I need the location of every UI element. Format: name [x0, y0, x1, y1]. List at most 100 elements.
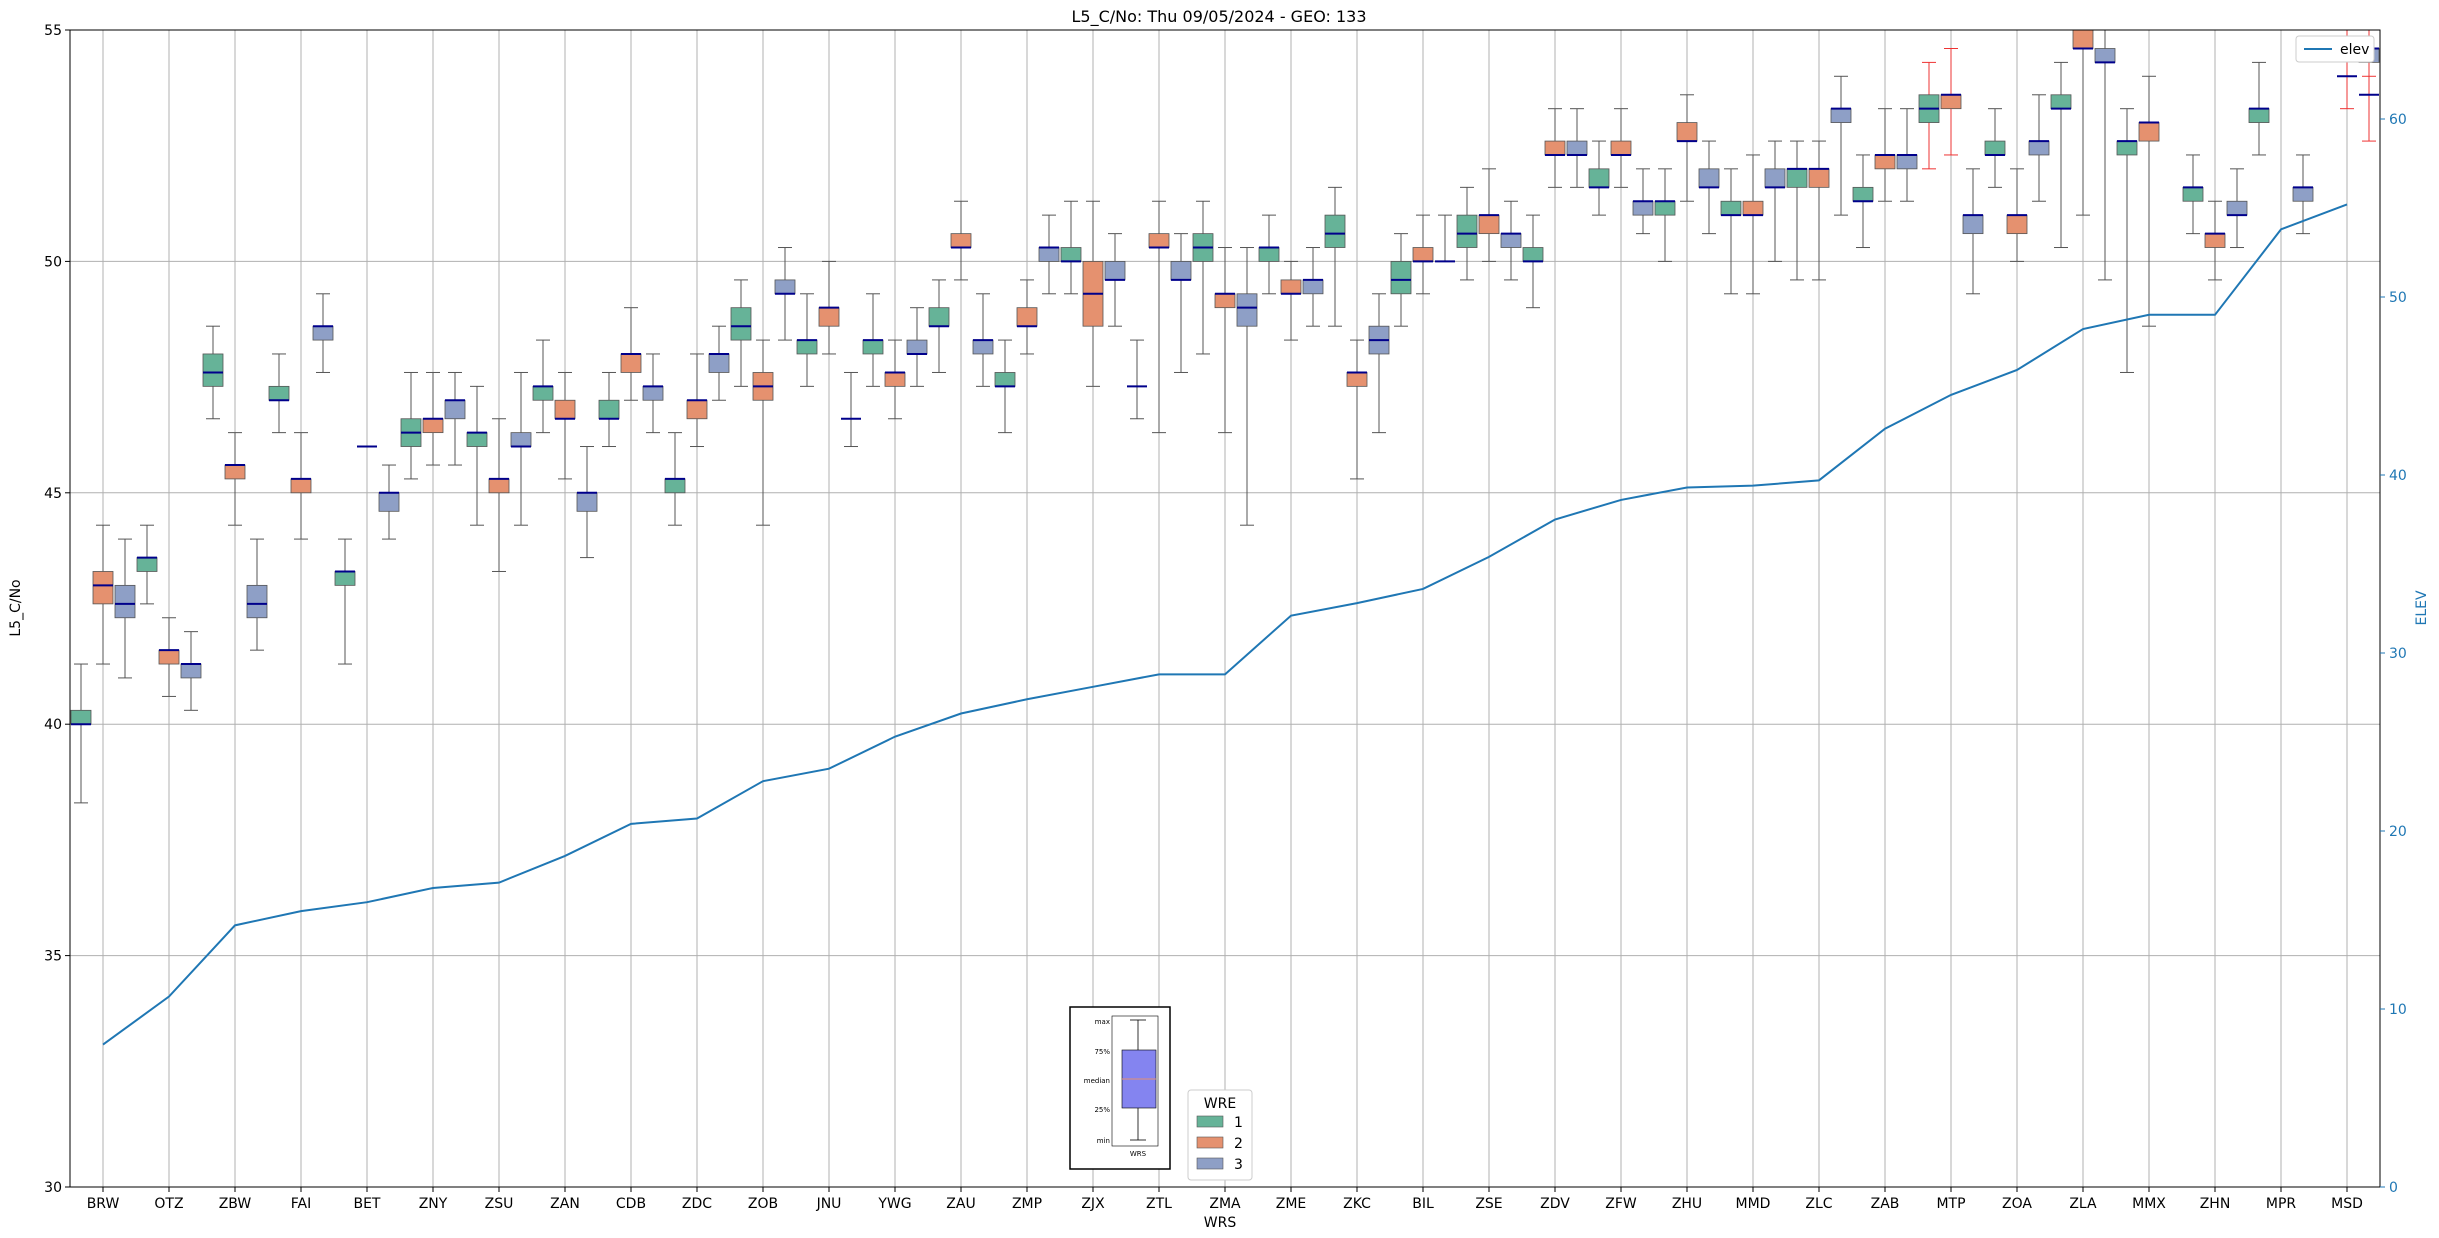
y-axis-right-label: ELEV [2414, 590, 2430, 625]
box-iqr [862, 339, 884, 355]
box-MMX-wre1 [2116, 108, 2138, 373]
box-OTZ-wre2 [158, 617, 180, 697]
box-ZAB-wre3 [1896, 108, 1918, 202]
box-ZNY-wre3 [444, 371, 466, 466]
box-iqr [114, 584, 136, 619]
box-ZFW-wre2 [1610, 108, 1632, 188]
x-tick-label: ZTL [1146, 1196, 1172, 1212]
box-ZOB-wre3 [774, 247, 796, 341]
box-ZSU-wre3 [510, 371, 532, 526]
x-tick-label: ZAN [550, 1196, 580, 1212]
box-iqr [2292, 186, 2314, 202]
x-tick-label: JNU [816, 1196, 842, 1212]
box-ZAN-wre2 [554, 371, 576, 480]
box-iqr [1962, 214, 1984, 235]
box-iqr [1214, 293, 1236, 309]
box-iqr [422, 418, 444, 434]
box-iqr [1676, 122, 1698, 142]
elev-line [102, 203, 2348, 1046]
x-tick-label: BRW [87, 1196, 120, 1212]
box-iqr [1896, 154, 1918, 170]
box-ZMA-wre2 [1214, 247, 1236, 434]
box-series [70, 29, 2380, 804]
y-right-tick-label: 50 [2389, 290, 2407, 306]
box-ZFW-wre3 [1632, 168, 1654, 235]
y-tick-label: 45 [44, 486, 62, 502]
y-tick-label: 35 [44, 949, 62, 965]
box-iqr [92, 571, 114, 605]
x-tick-label: ZMP [1012, 1196, 1042, 1212]
box-iqr [268, 385, 290, 401]
box-iqr [2094, 48, 2116, 63]
box-iqr [2072, 29, 2094, 49]
box-ZOB-wre1 [730, 279, 752, 387]
wre-legend-swatch-3 [1196, 1157, 1224, 1170]
box-JNU-wre3 [841, 371, 861, 448]
box-iqr [224, 464, 246, 480]
box-ZDC-wre1 [664, 432, 686, 526]
box-iqr [2226, 200, 2248, 216]
box-iqr [1610, 140, 1632, 156]
box-ZDC-wre3 [708, 325, 730, 401]
box-ZKC-wre1 [1324, 186, 1346, 327]
box-iqr [312, 325, 334, 341]
box-iqr [686, 399, 708, 420]
box-BRW-wre2 [92, 524, 114, 665]
box-CDB-wre3 [642, 353, 664, 434]
box-ZME-wre3 [1302, 247, 1324, 327]
x-tick-label: ZAU [946, 1196, 975, 1212]
box-BIL-wre1 [1390, 233, 1412, 327]
box-ZAN-wre1 [532, 339, 554, 434]
box-ZAU-wre1 [928, 279, 950, 373]
x-axis-label: WRS [1204, 1215, 1237, 1231]
legend-key-label-median: median [1084, 1077, 1110, 1085]
box-iqr [488, 478, 510, 494]
x-tick-label: ZFW [1605, 1196, 1637, 1212]
box-iqr [1742, 200, 1764, 216]
legend-key-xlabel: WRS [1130, 1150, 1147, 1158]
box-ZDV-wre3 [1566, 108, 1588, 188]
box-ZSU-wre2 [488, 418, 510, 572]
chart-title: L5_C/No: Thu 09/05/2024 - GEO: 133 [1071, 7, 1366, 27]
box-MMD-wre3 [1764, 140, 1786, 262]
box-ZFW-wre1 [1588, 140, 1610, 216]
box-iqr [796, 339, 818, 355]
box-iqr [1390, 260, 1412, 295]
box-ZJX-wre2 [1082, 200, 1104, 387]
box-BET-wre3 [378, 464, 400, 540]
x-tick-label: FAI [291, 1196, 311, 1212]
box-MPR-wre1 [2248, 61, 2270, 156]
box-iqr [202, 353, 224, 387]
elev-legend-label: elev [2340, 42, 2369, 58]
box-ZMA-wre3 [1236, 247, 1258, 526]
box-iqr [378, 492, 400, 512]
box-iqr [1632, 200, 1654, 216]
y-right-tick-label: 40 [2389, 468, 2407, 484]
box-iqr [1940, 94, 1962, 110]
box-iqr [730, 307, 752, 341]
x-tick-label: ZME [1276, 1196, 1307, 1212]
box-ZLA-wre1 [2050, 61, 2072, 249]
x-tick-label: ZDC [682, 1196, 712, 1212]
box-ZOA-wre3 [2028, 94, 2050, 202]
box-iqr [994, 372, 1016, 387]
box-iqr [620, 353, 642, 373]
y-axis-ticks: 30 35 40 45 50 55 [44, 23, 70, 1196]
box-iqr [70, 709, 92, 725]
box-ZNY-wre2 [422, 371, 444, 466]
x-tick-label: MTP [1936, 1196, 1965, 1212]
box-iqr [2248, 108, 2270, 123]
box-ZJX-wre1 [1060, 200, 1082, 295]
box-iqr [1412, 247, 1434, 262]
wre-legend-swatch-1 [1196, 1115, 1224, 1128]
box-iqr [2028, 140, 2050, 156]
x-tick-label: ZDV [1540, 1196, 1570, 1212]
box-MTP-wre3 [1962, 168, 1984, 295]
box-iqr [664, 478, 686, 494]
box-ZLC-wre1 [1786, 140, 1808, 281]
box-ZTL-wre3 [1170, 233, 1192, 373]
legend-key-label-q3: 75% [1094, 1048, 1110, 1056]
box-iqr [1830, 108, 1852, 123]
box-BIL-wre2 [1412, 214, 1434, 295]
box-ZMP-wre3 [1038, 214, 1060, 295]
